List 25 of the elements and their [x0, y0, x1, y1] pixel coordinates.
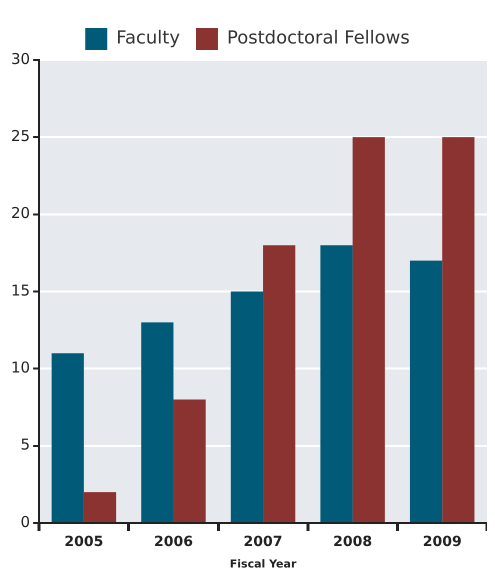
legend-label: Postdoctoral Fellows — [226, 28, 410, 49]
bar — [141, 322, 174, 522]
legend-label: Faculty — [116, 28, 180, 49]
y-tick-label: 5 — [20, 436, 30, 454]
y-tick-label: 0 — [20, 512, 30, 531]
y-tick-label: 15 — [10, 281, 30, 300]
bar — [84, 492, 116, 522]
bar — [173, 400, 206, 522]
x-axis-title: Fiscal Year — [230, 557, 297, 570]
bar — [320, 245, 353, 522]
y-tick-label: 10 — [10, 358, 30, 377]
x-tick-label: 2009 — [422, 534, 462, 550]
bar — [442, 137, 474, 522]
x-tick-label: 2007 — [244, 534, 283, 550]
x-tick-label: 2008 — [333, 534, 372, 550]
y-tick-label: 30 — [10, 50, 30, 68]
bar — [410, 260, 442, 522]
bar — [352, 137, 385, 522]
bar — [263, 245, 296, 522]
x-tick-label: 2006 — [154, 534, 193, 550]
y-tick-label: 25 — [10, 127, 30, 146]
y-tick-label: 20 — [10, 204, 30, 222]
bar — [52, 353, 84, 522]
bar — [230, 292, 264, 522]
x-tick-label: 2005 — [64, 534, 104, 550]
